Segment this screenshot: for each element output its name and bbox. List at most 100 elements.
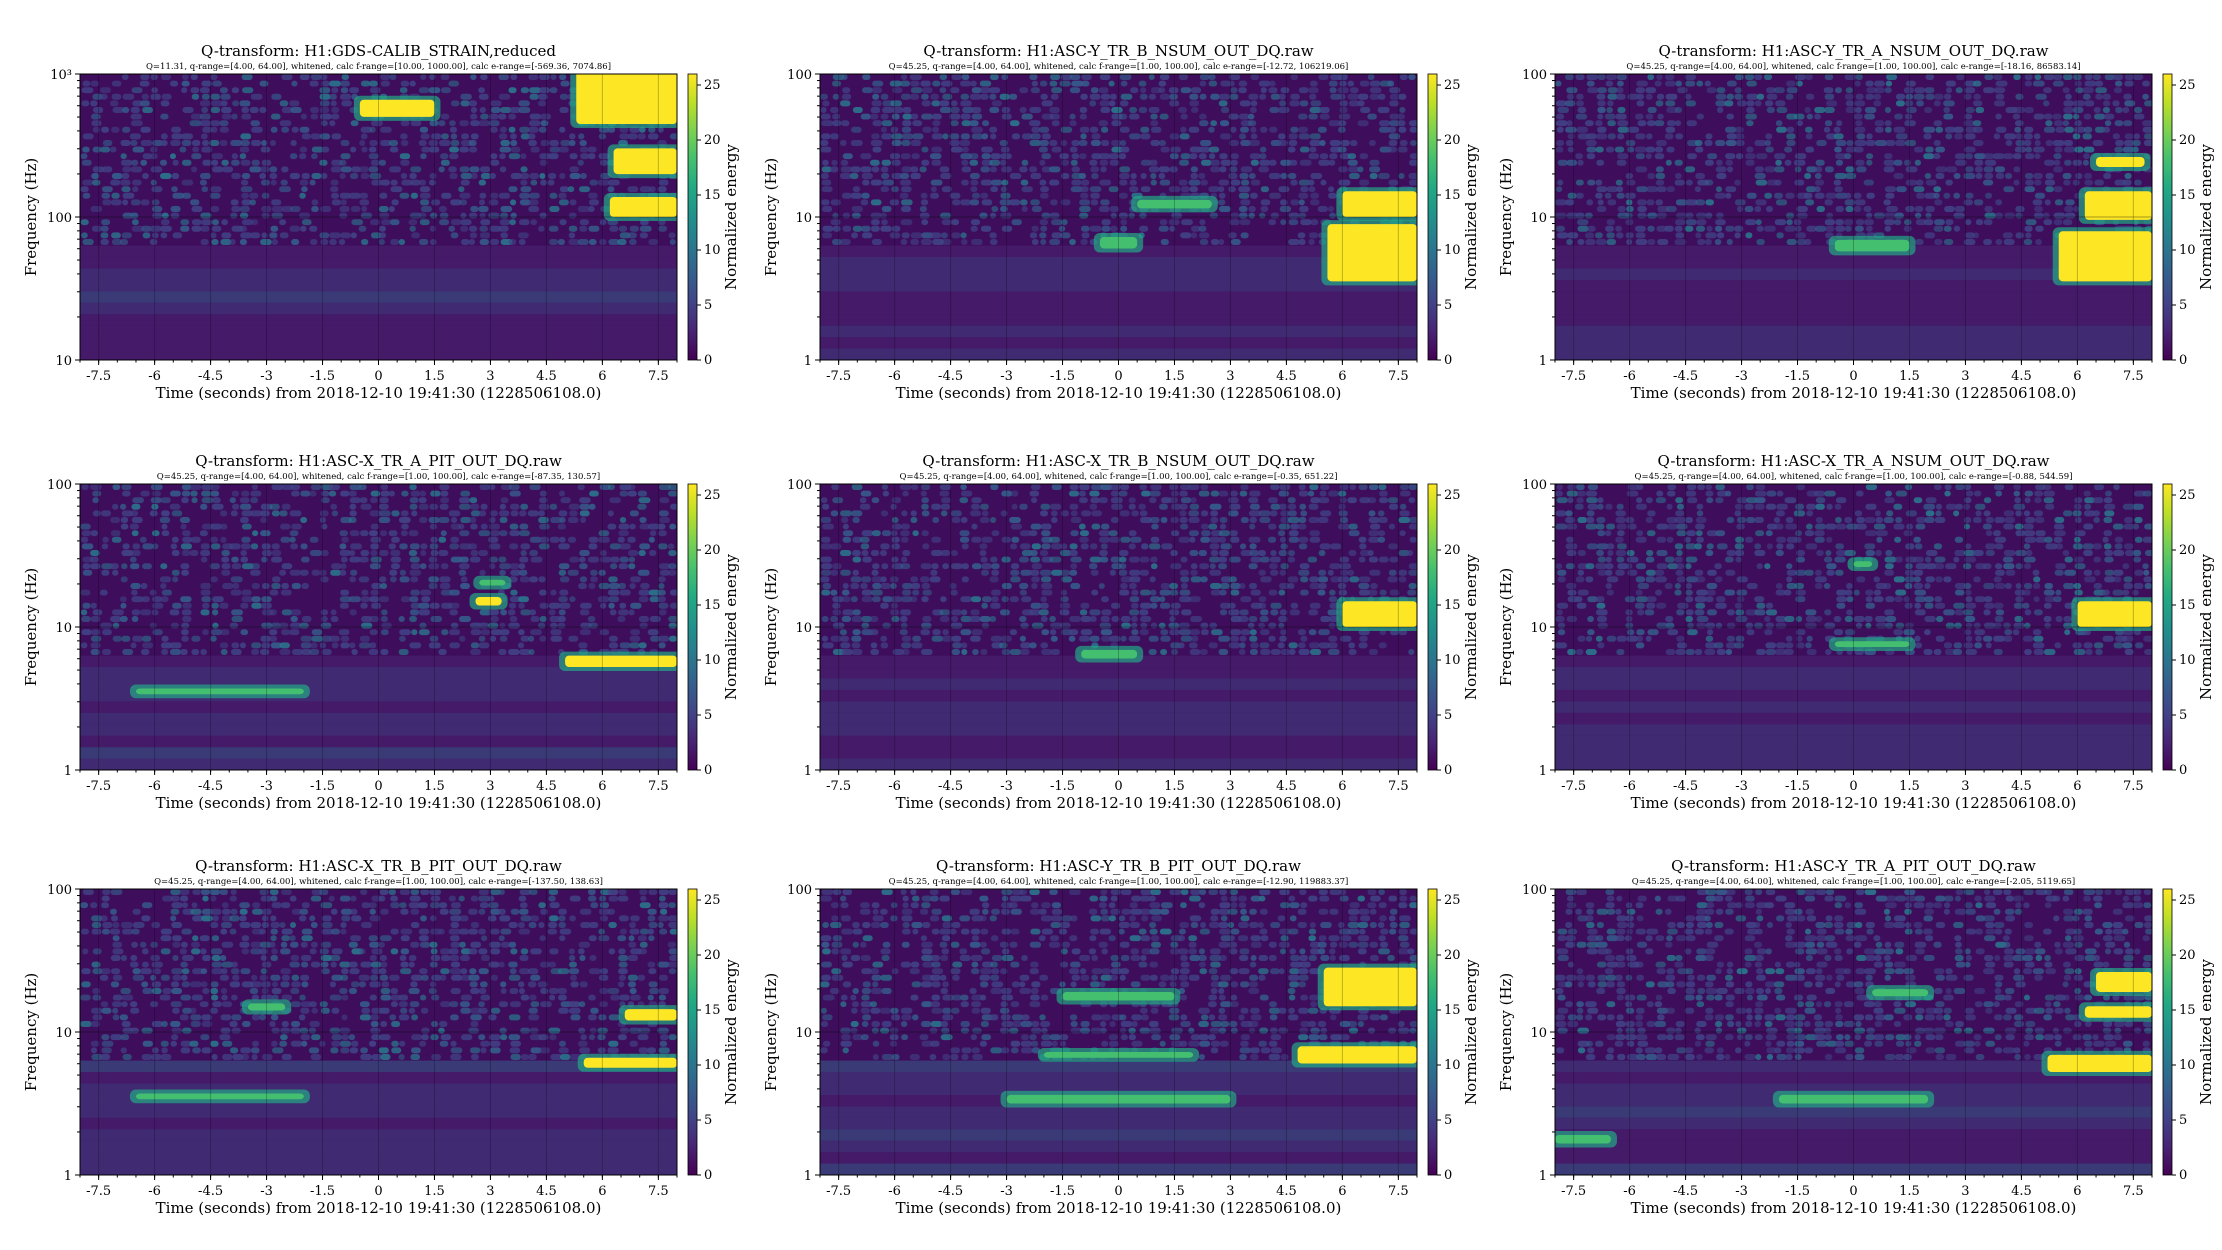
heatmap-cell xyxy=(1298,87,1309,94)
heatmap-cell xyxy=(1864,219,1874,226)
heatmap-cell xyxy=(1148,93,1157,100)
heatmap-cell xyxy=(1824,107,1835,113)
heatmap-cell xyxy=(430,133,442,140)
heatmap-cell xyxy=(1577,219,1589,226)
heatmap-cell xyxy=(212,622,219,629)
heatmap-cell xyxy=(832,225,841,232)
heatmap-cell xyxy=(369,140,378,146)
heatmap-cell xyxy=(860,113,871,120)
heatmap-cell xyxy=(1577,133,1590,140)
heatmap-cell xyxy=(329,93,337,100)
heatmap-cell xyxy=(1288,550,1295,556)
heatmap-cell xyxy=(191,497,198,504)
heatmap-cell xyxy=(861,173,873,179)
heatmap-cell xyxy=(1079,186,1089,193)
heatmap-cell xyxy=(1199,93,1207,100)
heatmap-cell xyxy=(550,622,558,629)
heatmap-cell xyxy=(122,93,135,100)
heatmap-cell xyxy=(980,503,989,510)
heatmap-cell xyxy=(979,616,991,622)
heatmap-cell xyxy=(2003,186,2015,193)
heatmap-cell xyxy=(470,556,481,563)
heatmap-cell xyxy=(498,74,509,80)
heatmap-cell xyxy=(1824,120,1833,127)
heatmap-cell xyxy=(479,212,486,219)
heatmap-cell xyxy=(339,602,349,609)
colorbar-label: Normalized energy xyxy=(2197,144,2215,290)
heatmap-cell xyxy=(1656,74,1663,80)
heatmap-cell xyxy=(590,569,598,576)
heatmap-cell xyxy=(880,93,889,100)
heatmap-cell xyxy=(1398,517,1411,523)
x-tick-label: -4.5 xyxy=(1673,369,1698,384)
heatmap-cell xyxy=(1645,113,1654,120)
heatmap-cell xyxy=(309,649,320,655)
heatmap-cell xyxy=(1358,583,1370,589)
heatmap-cell xyxy=(250,510,263,517)
heatmap-cell xyxy=(911,642,923,649)
heatmap-cell xyxy=(212,80,222,87)
heatmap-cell xyxy=(1328,159,1336,166)
heatmap-cell xyxy=(120,159,133,166)
heatmap-cell xyxy=(300,642,312,649)
heatmap-cell xyxy=(1368,536,1380,543)
heatmap-cell xyxy=(1398,576,1407,583)
heatmap-cell xyxy=(822,642,834,649)
heatmap-cell xyxy=(940,212,952,219)
heatmap-cell xyxy=(557,239,565,245)
heatmap-cell xyxy=(420,543,428,550)
heatmap-cell xyxy=(90,484,102,490)
heatmap-cell xyxy=(1714,192,1726,199)
heatmap-cell xyxy=(1626,179,1636,186)
heatmap-cell xyxy=(2023,239,2033,245)
heatmap-cell xyxy=(1039,179,1047,186)
heatmap-cell xyxy=(330,179,339,186)
heatmap-cell xyxy=(901,133,914,140)
heatmap-cell xyxy=(1328,490,1339,497)
heatmap-cell xyxy=(2053,186,2063,193)
heatmap-cell xyxy=(587,146,597,153)
heatmap-cell xyxy=(1310,199,1320,206)
heatmap-cell xyxy=(1069,120,1077,127)
heatmap-cell xyxy=(370,490,381,497)
heatmap-cell xyxy=(1220,159,1232,166)
heatmap-cell xyxy=(2063,100,2074,107)
heatmap-cell xyxy=(830,219,841,226)
heatmap-cell xyxy=(588,225,600,232)
heatmap-cell xyxy=(1059,622,1071,629)
heatmap-cell xyxy=(1178,642,1185,649)
heatmap-cell xyxy=(538,543,550,550)
y-axis-label: Frequency (Hz) xyxy=(22,568,40,687)
heatmap-cell xyxy=(971,523,978,530)
heatmap-cell xyxy=(2044,113,2053,120)
heatmap-cell xyxy=(1784,146,1793,153)
heatmap-cell xyxy=(1249,107,1257,113)
heatmap-cell xyxy=(279,642,290,649)
heatmap-cell xyxy=(880,126,887,133)
heatmap-cell xyxy=(1564,74,1575,80)
heatmap-cell xyxy=(2074,120,2082,127)
heatmap-cell xyxy=(1180,583,1188,589)
heatmap-cell xyxy=(528,140,537,146)
heatmap-cell xyxy=(1408,484,1417,490)
heatmap-cell xyxy=(1576,126,1589,133)
heatmap-cell xyxy=(1039,192,1049,199)
heatmap-cell xyxy=(939,107,952,113)
heatmap-cell xyxy=(1973,93,1981,100)
heatmap-cell xyxy=(260,635,271,642)
energy-blob xyxy=(1137,199,1212,209)
heatmap-cell xyxy=(1199,74,1210,80)
heatmap-cell xyxy=(1883,199,1891,206)
heatmap-cell xyxy=(1974,166,1983,173)
heatmap-cell xyxy=(630,602,642,609)
heatmap-cell xyxy=(830,589,838,596)
heatmap-cell xyxy=(1665,74,1675,80)
heatmap-cell xyxy=(90,206,103,212)
heatmap-cell xyxy=(341,100,352,107)
heatmap-cell xyxy=(567,569,579,576)
heatmap-cell xyxy=(540,140,550,146)
heatmap-cell xyxy=(1120,583,1128,589)
heatmap-cell xyxy=(142,635,152,642)
heatmap-cell xyxy=(891,159,901,166)
heatmap-cell xyxy=(2064,126,2074,133)
